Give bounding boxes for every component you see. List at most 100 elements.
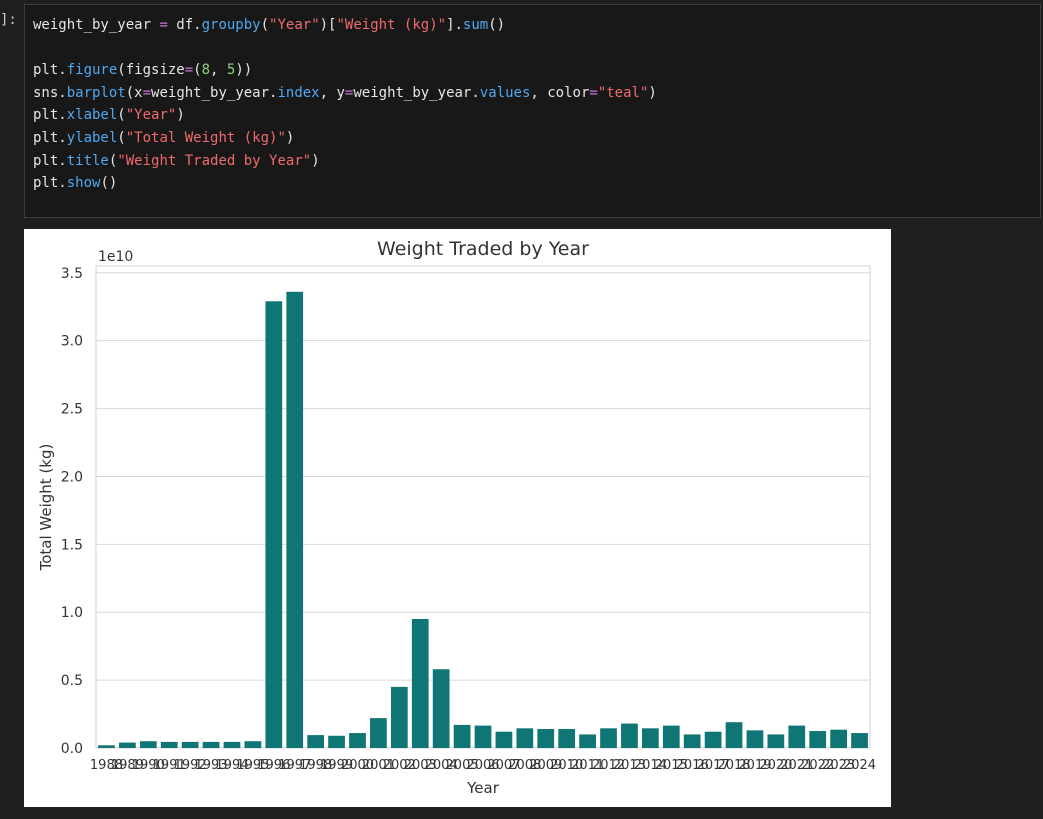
bar (830, 729, 847, 748)
x-tick-label: 1994 (215, 758, 248, 773)
code-token: 8 (201, 62, 211, 79)
bar (725, 722, 743, 748)
code-token: weight_by_year. (353, 84, 480, 101)
code-token: ) (176, 107, 185, 124)
x-tick-label: 2005 (446, 758, 479, 773)
code-token: , (210, 62, 227, 79)
y-tick-label: 3.5 (61, 266, 83, 282)
bar (432, 669, 450, 748)
x-tick-label: 2023 (822, 758, 855, 773)
code-token: plt. (33, 175, 67, 192)
code-token: plt. (33, 152, 67, 169)
code-token: "Year" (269, 17, 320, 33)
x-tick-label: 2022 (801, 758, 834, 773)
bar (286, 291, 304, 748)
code-token: groupby (201, 17, 261, 33)
x-tick-label: 2000 (341, 758, 374, 773)
bar (181, 741, 199, 748)
code-token: , y (319, 84, 345, 101)
x-tick-label: 1998 (299, 758, 332, 773)
code-token: barplot (66, 84, 126, 101)
x-tick-label: 1993 (195, 758, 228, 773)
bar (851, 733, 868, 748)
code-token: ) (285, 129, 295, 146)
x-tick-label: 1989 (111, 758, 144, 773)
code-token: "Year" (125, 107, 177, 124)
y-tick-label: 1.0 (61, 605, 83, 621)
bar (662, 725, 680, 748)
y-tick-label: 0.0 (61, 741, 83, 757)
code-token: = (159, 17, 168, 33)
code-token: plt. (33, 129, 67, 146)
code-token: ( (193, 62, 202, 79)
code-token: 5 (226, 62, 236, 79)
bar (265, 301, 283, 748)
x-tick-label: 2017 (697, 758, 730, 773)
code-token: plt. (33, 107, 67, 124)
code-line: plt.figure(figsize=(8, 5)) (33, 59, 1040, 82)
x-tick-label: 2001 (362, 758, 395, 773)
x-tick-label: 1995 (236, 758, 269, 773)
x-tick-label: 2018 (717, 758, 750, 773)
bar (119, 742, 136, 748)
x-tick-label: 2024 (843, 758, 876, 773)
bar (139, 741, 157, 748)
code-token: )) (235, 62, 253, 79)
y-axis-label: Total Weight (kg) (37, 444, 55, 572)
code-token: xlabel (66, 107, 118, 124)
bar (579, 734, 596, 748)
bar (600, 728, 617, 748)
code-line: plt.xlabel("Year") (33, 104, 1040, 127)
bar (98, 745, 115, 748)
x-tick-label: 2003 (404, 758, 437, 773)
bar (202, 741, 220, 748)
bar (160, 741, 178, 748)
x-tick-label: 2013 (613, 758, 646, 773)
bar (788, 725, 806, 748)
code-token: = (142, 84, 152, 101)
bar (746, 730, 764, 748)
bar (390, 686, 408, 748)
code-token: ) (648, 84, 657, 101)
x-tick-label: 2019 (738, 758, 771, 773)
bar (683, 734, 701, 748)
x-tick-label: 2012 (592, 758, 625, 773)
axis-offset-label: 1e10 (98, 249, 133, 265)
code-cell-editor[interactable]: weight_by_year = df.groupby("Year")["Wei… (24, 4, 1041, 218)
x-tick-label: 2006 (466, 758, 499, 773)
code-token: values (479, 84, 531, 101)
bar (516, 728, 534, 748)
x-tick-label: 1988 (90, 758, 123, 773)
bar (453, 724, 471, 748)
x-tick-label: 2011 (571, 758, 604, 773)
bar (704, 731, 722, 748)
code-token: weight_by_year (33, 17, 160, 33)
bar (411, 619, 429, 748)
x-tick-label: 2015 (655, 758, 688, 773)
code-token: ylabel (66, 129, 118, 146)
y-tick-label: 2.0 (61, 469, 83, 485)
y-tick-label: 2.5 (61, 402, 83, 418)
x-tick-label: 2007 (487, 758, 520, 773)
code-token: () (488, 17, 506, 33)
y-tick-label: 0.5 (61, 673, 83, 689)
x-tick-label: 2014 (634, 758, 667, 773)
code-token: , color (530, 84, 590, 101)
chart-title: Weight Traded by Year (377, 238, 589, 260)
x-tick-label: 1996 (257, 758, 290, 773)
y-tick-label: 1.5 (61, 537, 83, 553)
code-line: plt.ylabel("Total Weight (kg)") (33, 127, 1040, 150)
x-tick-label: 2002 (383, 758, 416, 773)
code-token: ) (311, 152, 320, 169)
code-token: = (344, 84, 354, 101)
code-token: weight_by_year. (151, 84, 278, 101)
x-tick-label: 1992 (174, 758, 207, 773)
code-token: plt. (33, 62, 67, 79)
code-token: ]. (446, 17, 463, 33)
y-tick-label: 3.0 (61, 334, 83, 350)
x-tick-label: 1990 (132, 758, 165, 773)
bar (558, 728, 576, 748)
code-line: plt.title("Weight Traded by Year") (33, 150, 1040, 173)
x-tick-label: 1999 (320, 758, 353, 773)
x-tick-label: 2021 (780, 758, 813, 773)
